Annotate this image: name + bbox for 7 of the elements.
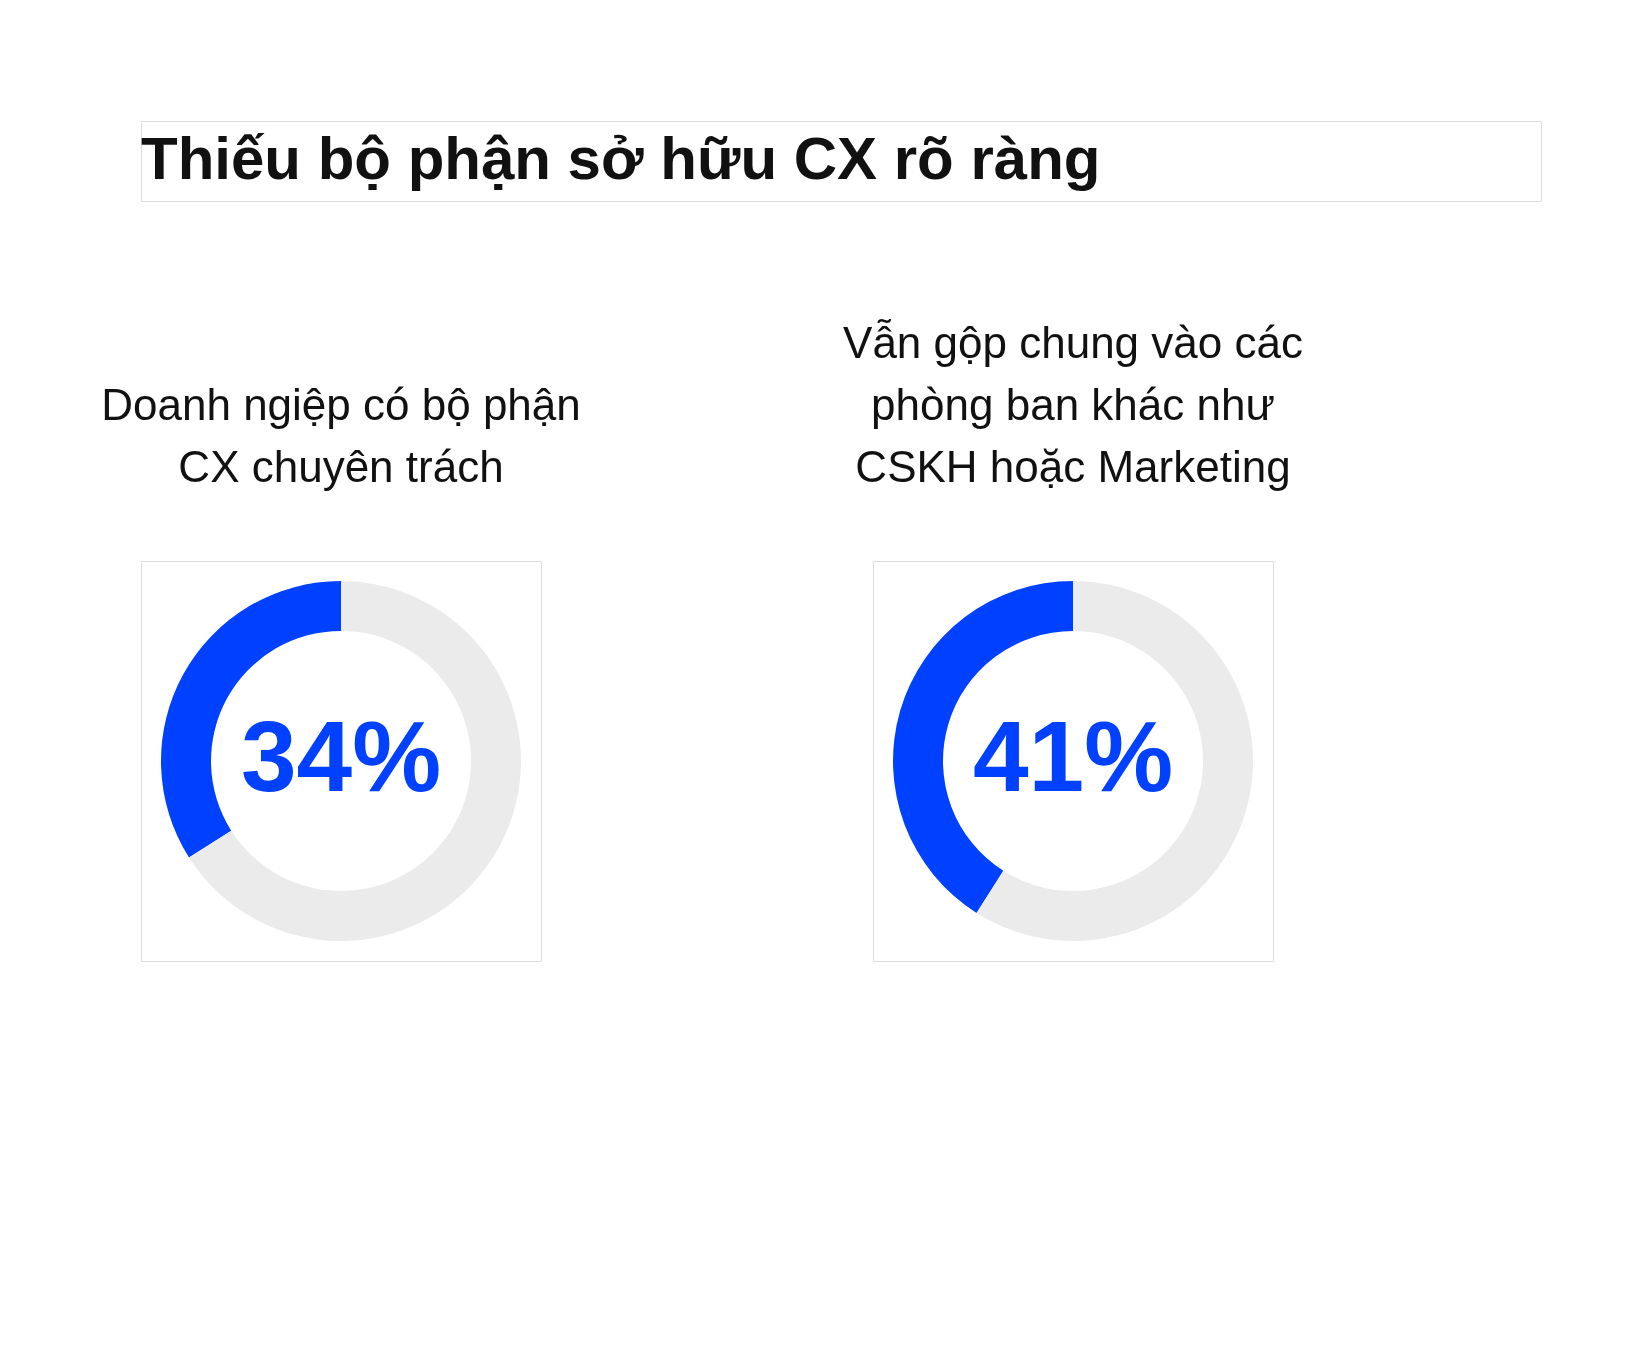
chart-title: Doanh ngiệp có bộ phận CX chuyên trách — [101, 380, 581, 491]
text: Thiếu bộ phận sở hữu CX rõ ràng — [141, 125, 1101, 192]
data-label: 41% — [972, 700, 1174, 812]
chart-title: Vẫn gộp chung vào các phòng ban khác như CSKH hoặc Marketing — [843, 318, 1303, 491]
donut-slice — [976, 581, 1253, 941]
donut-slice — [189, 581, 521, 941]
data-label: 34% — [240, 700, 442, 812]
